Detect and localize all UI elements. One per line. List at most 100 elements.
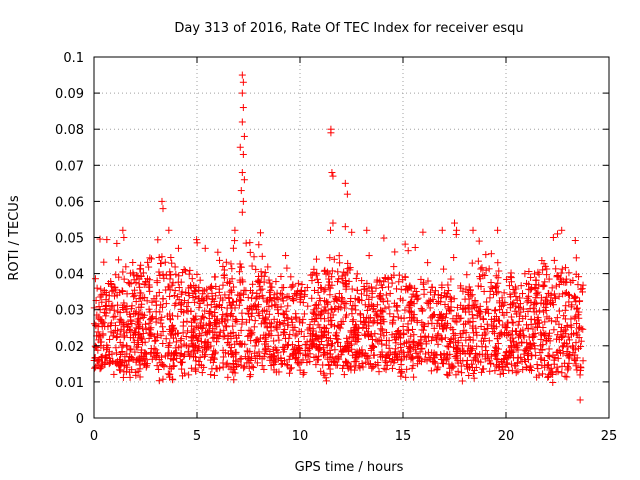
data-point: [324, 329, 332, 337]
data-point: [458, 377, 466, 385]
data-point: [167, 365, 175, 373]
data-point: [135, 325, 143, 333]
data-point: [514, 321, 522, 329]
data-point: [315, 344, 323, 352]
data-point: [243, 359, 251, 367]
data-point: [326, 354, 334, 362]
data-point: [196, 319, 204, 327]
data-point: [418, 326, 426, 334]
data-point: [424, 259, 432, 267]
data-point: [463, 271, 471, 279]
data-point: [486, 294, 494, 302]
data-point: [461, 295, 469, 303]
data-point: [165, 283, 173, 291]
data-point: [301, 340, 309, 348]
data-point: [293, 330, 301, 338]
data-point: [535, 270, 543, 278]
data-point: [440, 265, 448, 273]
data-point: [524, 343, 532, 351]
data-point: [576, 396, 584, 404]
data-point: [553, 272, 561, 280]
data-point: [571, 357, 579, 365]
data-point: [465, 371, 473, 379]
data-point: [404, 320, 412, 328]
data-point: [312, 255, 320, 263]
data-point: [128, 366, 136, 374]
data-point: [158, 353, 166, 361]
data-point: [192, 312, 200, 320]
data-point: [573, 304, 581, 312]
data-point: [555, 280, 563, 288]
data-point: [159, 375, 167, 383]
data-point: [327, 342, 335, 350]
data-point: [169, 356, 177, 364]
data-point: [292, 313, 300, 321]
data-point: [555, 292, 563, 300]
data-point: [560, 312, 568, 320]
data-point: [436, 312, 444, 320]
data-point: [142, 279, 150, 287]
data-point: [410, 300, 418, 308]
data-point: [444, 371, 452, 379]
data-point: [378, 348, 386, 356]
data-point: [219, 262, 227, 270]
data-point: [344, 364, 352, 372]
data-point: [545, 329, 553, 337]
data-point: [385, 283, 393, 291]
data-point: [219, 346, 227, 354]
data-point: [546, 366, 554, 374]
data-point: [262, 338, 270, 346]
data-point: [171, 287, 179, 295]
data-point: [552, 368, 560, 376]
x-tick-label: 15: [395, 429, 412, 444]
data-point: [237, 355, 245, 363]
data-point: [405, 326, 413, 334]
data-point: [547, 364, 555, 372]
data-point: [351, 337, 359, 345]
data-point: [250, 323, 258, 331]
data-point: [166, 268, 174, 276]
data-point: [393, 285, 401, 293]
data-point: [359, 349, 367, 357]
data-point: [363, 354, 371, 362]
data-point: [493, 289, 501, 297]
data-point: [404, 247, 412, 255]
y-tick-label: 0.09: [55, 87, 84, 102]
data-point: [198, 369, 206, 377]
data-point: [513, 342, 521, 350]
data-point: [345, 347, 353, 355]
data-point: [434, 330, 442, 338]
data-point: [561, 290, 569, 298]
data-point: [406, 314, 414, 322]
data-point: [363, 306, 371, 314]
data-point: [384, 297, 392, 305]
data-point: [227, 310, 235, 318]
data-point: [148, 355, 156, 363]
data-point: [570, 330, 578, 338]
data-point: [491, 284, 499, 292]
data-point: [550, 356, 558, 364]
data-point: [174, 312, 182, 320]
data-point: [484, 305, 492, 313]
data-point: [207, 371, 215, 379]
data-point: [119, 268, 127, 276]
data-point: [460, 320, 468, 328]
data-point: [200, 287, 208, 295]
data-point: [508, 318, 516, 326]
data-point: [313, 269, 321, 277]
data-point: [249, 302, 257, 310]
data-point: [161, 352, 169, 360]
data-point: [288, 318, 296, 326]
x-axis-label: GPS time / hours: [295, 460, 404, 475]
data-point: [479, 315, 487, 323]
data-point: [526, 362, 534, 370]
data-point: [237, 187, 245, 195]
data-point: [258, 362, 266, 370]
data-point: [248, 262, 256, 270]
data-point: [359, 363, 367, 371]
data-point: [390, 359, 398, 367]
data-point: [492, 351, 500, 359]
data-point: [400, 339, 408, 347]
data-point: [430, 311, 438, 319]
data-point: [91, 275, 99, 283]
